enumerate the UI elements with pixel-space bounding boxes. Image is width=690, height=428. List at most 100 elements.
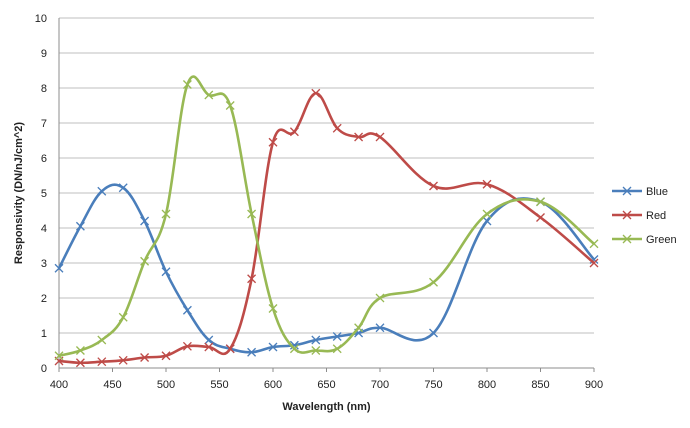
- x-tick-label: 650: [317, 379, 335, 391]
- y-tick-label: 9: [41, 48, 47, 60]
- x-tick-label: 600: [264, 379, 282, 391]
- y-tick-label: 7: [41, 118, 47, 130]
- data-point-red: [589, 258, 599, 268]
- legend-marker-green: [622, 234, 632, 244]
- data-point-green: [75, 346, 85, 355]
- data-point-blue: [118, 183, 128, 193]
- data-point-green: [268, 304, 278, 313]
- legend: Blue Red Green: [612, 186, 677, 246]
- data-point-red: [97, 357, 107, 367]
- data-point-blue: [375, 323, 385, 333]
- data-point-red: [332, 123, 342, 133]
- axes: [58, 18, 595, 372]
- data-point-green: [536, 197, 545, 207]
- series-red: [54, 88, 599, 368]
- data-point-green: [375, 293, 385, 303]
- data-point-blue: [289, 340, 299, 350]
- data-point-red: [204, 342, 214, 352]
- data-point-red: [225, 344, 235, 354]
- data-point-blue: [97, 186, 107, 196]
- data-point-red: [118, 355, 128, 365]
- data-point-blue: [75, 221, 85, 231]
- y-tick-label: 2: [41, 293, 47, 305]
- data-point-green: [332, 344, 342, 354]
- data-point-green: [140, 256, 150, 266]
- data-point-green: [97, 335, 107, 345]
- data-point-blue: [311, 335, 321, 345]
- x-tick-label: 400: [50, 379, 68, 391]
- x-tick-labels: 400 450 500 550 600 650 700 750 800 850 900: [50, 379, 603, 391]
- data-point-blue: [140, 216, 150, 226]
- legend-label-green: Green: [646, 234, 677, 246]
- data-point-red: [311, 88, 321, 98]
- data-point-green: [289, 344, 299, 354]
- data-point-red: [375, 132, 385, 142]
- legend-label-red: Red: [646, 210, 666, 222]
- x-tick-label: 700: [371, 379, 389, 391]
- data-point-green: [354, 323, 364, 333]
- legend-label-blue: Blue: [646, 186, 668, 198]
- y-tick-label: 4: [41, 223, 47, 235]
- data-point-blue: [247, 347, 257, 357]
- y-tick-label: 0: [41, 363, 47, 375]
- legend-item-red: Red: [612, 210, 666, 222]
- data-point-red: [429, 181, 438, 191]
- y-tick-label: 5: [41, 188, 47, 200]
- data-point-green: [54, 351, 64, 361]
- data-point-red: [268, 137, 278, 147]
- data-point-red: [247, 274, 257, 284]
- y-tick-label: 8: [41, 83, 47, 95]
- data-point-blue: [161, 267, 171, 277]
- legend-marker-red: [622, 210, 632, 220]
- legend-item-green: Green: [612, 234, 677, 246]
- y-axis-title: Responsivity (DN/nJ/cm^2): [13, 122, 25, 264]
- y-tick-label: 10: [35, 13, 47, 25]
- legend-item-blue: Blue: [612, 186, 668, 198]
- data-point-green: [589, 239, 599, 249]
- series-lines: [54, 75, 599, 368]
- gridlines: [59, 17, 594, 334]
- data-point-green: [118, 312, 128, 322]
- y-tick-labels: 0 1 2 3 4 5 6 7 8 9 10: [35, 13, 47, 375]
- data-point-green: [429, 277, 438, 287]
- legend-marker-blue: [622, 186, 632, 196]
- series-green: [54, 75, 599, 361]
- data-point-red: [161, 351, 171, 361]
- y-tick-label: 6: [41, 153, 47, 165]
- data-point-green: [311, 346, 321, 355]
- data-point-red: [354, 132, 364, 142]
- data-point-red: [482, 179, 492, 189]
- data-point-blue: [54, 263, 64, 273]
- x-tick-label: 850: [531, 379, 549, 391]
- x-axis-title: Wavelength (nm): [282, 401, 371, 413]
- x-tick-label: 450: [103, 379, 121, 391]
- data-point-red: [75, 358, 85, 368]
- series-line-blue: [57, 183, 595, 354]
- x-tick-label: 800: [478, 379, 496, 391]
- data-point-green: [225, 101, 235, 110]
- y-tick-label: 3: [41, 258, 47, 270]
- data-point-blue: [268, 342, 278, 352]
- x-tick-label: 500: [157, 379, 175, 391]
- data-point-red: [536, 213, 545, 222]
- series-line-green: [58, 75, 595, 358]
- x-tick-label: 750: [424, 379, 442, 391]
- data-point-red: [289, 127, 299, 137]
- series-blue: [54, 183, 599, 357]
- data-point-blue: [332, 332, 342, 341]
- x-tick-label: 900: [585, 379, 603, 391]
- data-point-green: [182, 80, 192, 89]
- data-point-blue: [429, 328, 438, 338]
- y-tick-label: 1: [41, 328, 47, 340]
- data-point-green: [161, 209, 171, 219]
- data-point-green: [482, 209, 492, 219]
- data-point-red: [140, 353, 150, 362]
- data-point-blue: [182, 305, 192, 315]
- data-point-green: [247, 209, 257, 219]
- data-point-red: [182, 341, 192, 351]
- data-point-blue: [482, 216, 492, 226]
- data-point-blue: [204, 335, 214, 345]
- x-tick-label: 550: [210, 379, 228, 391]
- data-point-green: [204, 90, 214, 100]
